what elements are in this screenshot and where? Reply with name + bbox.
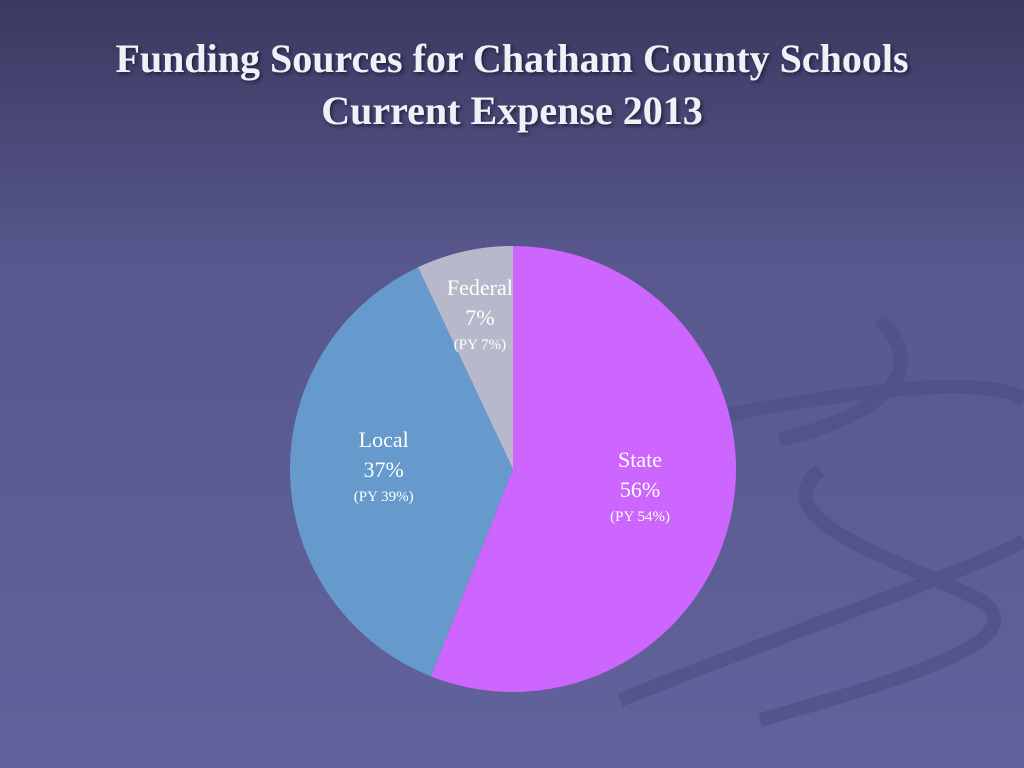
- slice-label: State: [618, 447, 662, 472]
- slice-value-label: 37%: [364, 457, 404, 482]
- slice-value-label: 56%: [620, 477, 660, 502]
- slice-label: Federal: [447, 275, 513, 300]
- decoration: [617, 315, 1024, 727]
- chart-title: Funding Sources for Chatham County Schoo…: [115, 36, 908, 81]
- slice-label: Local: [359, 427, 409, 452]
- slice-value-label: 7%: [465, 305, 494, 330]
- pie: State 56% (PY 54%) Local 37% (PY 39%) Federal 7…: [290, 246, 736, 692]
- chart-subtitle: Current Expense 2013: [321, 88, 702, 133]
- pie-slice: [290, 267, 513, 677]
- prior-year-label: (PY 7%): [454, 337, 506, 353]
- prior-year-label: (PY 54%): [610, 509, 670, 525]
- pie-slice: [418, 246, 513, 469]
- pie-slice: [430, 246, 736, 692]
- prior-year-label: (PY 39%): [354, 489, 414, 505]
